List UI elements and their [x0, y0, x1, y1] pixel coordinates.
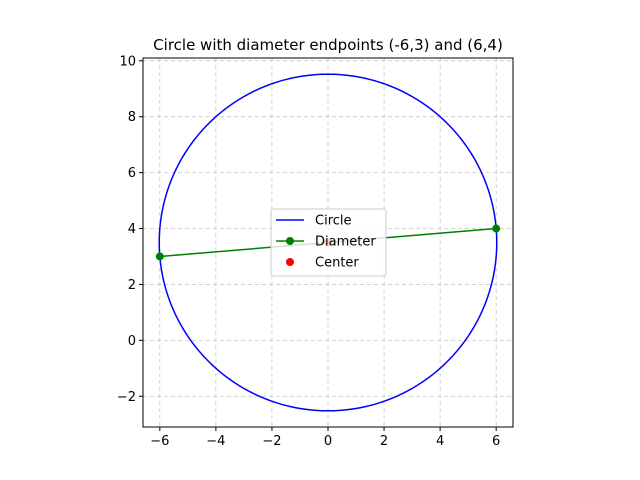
x-tick-label: 4 [436, 434, 444, 449]
y-tick-label: 2 [128, 278, 136, 293]
x-tick-label: −2 [262, 434, 281, 449]
diameter-endpoint-marker [155, 252, 164, 261]
legend-center-marker [286, 258, 294, 266]
y-tick-label: 6 [128, 166, 136, 181]
legend: Circle Diameter Center [270, 208, 387, 277]
diameter-endpoint-marker [492, 224, 501, 233]
legend-box [270, 208, 387, 277]
legend-label: Circle [315, 214, 352, 229]
circle-series-line [158, 73, 498, 412]
x-tick-label: −4 [206, 434, 225, 449]
axes-frame [142, 57, 514, 428]
legend-diameter-marker [286, 237, 294, 245]
y-tick-label: 8 [128, 110, 136, 125]
x-tick-label: 0 [324, 434, 332, 449]
legend-label: Diameter [315, 235, 376, 250]
y-tick-label: 4 [128, 222, 136, 237]
legend-label: Center [315, 256, 359, 271]
y-tick-label: 10 [119, 54, 136, 69]
axis-ticks: −6 −4 −2 0 2 4 6 −2 0 2 4 6 8 10 [117, 54, 500, 449]
x-tick-label: 6 [492, 434, 500, 449]
x-tick-label: 2 [380, 434, 388, 449]
chart-title: Circle with diameter endpoints (-6,3) an… [153, 36, 503, 54]
y-tick-label: −2 [117, 390, 136, 405]
x-tick-label: −6 [150, 434, 169, 449]
y-tick-label: 0 [128, 334, 136, 349]
